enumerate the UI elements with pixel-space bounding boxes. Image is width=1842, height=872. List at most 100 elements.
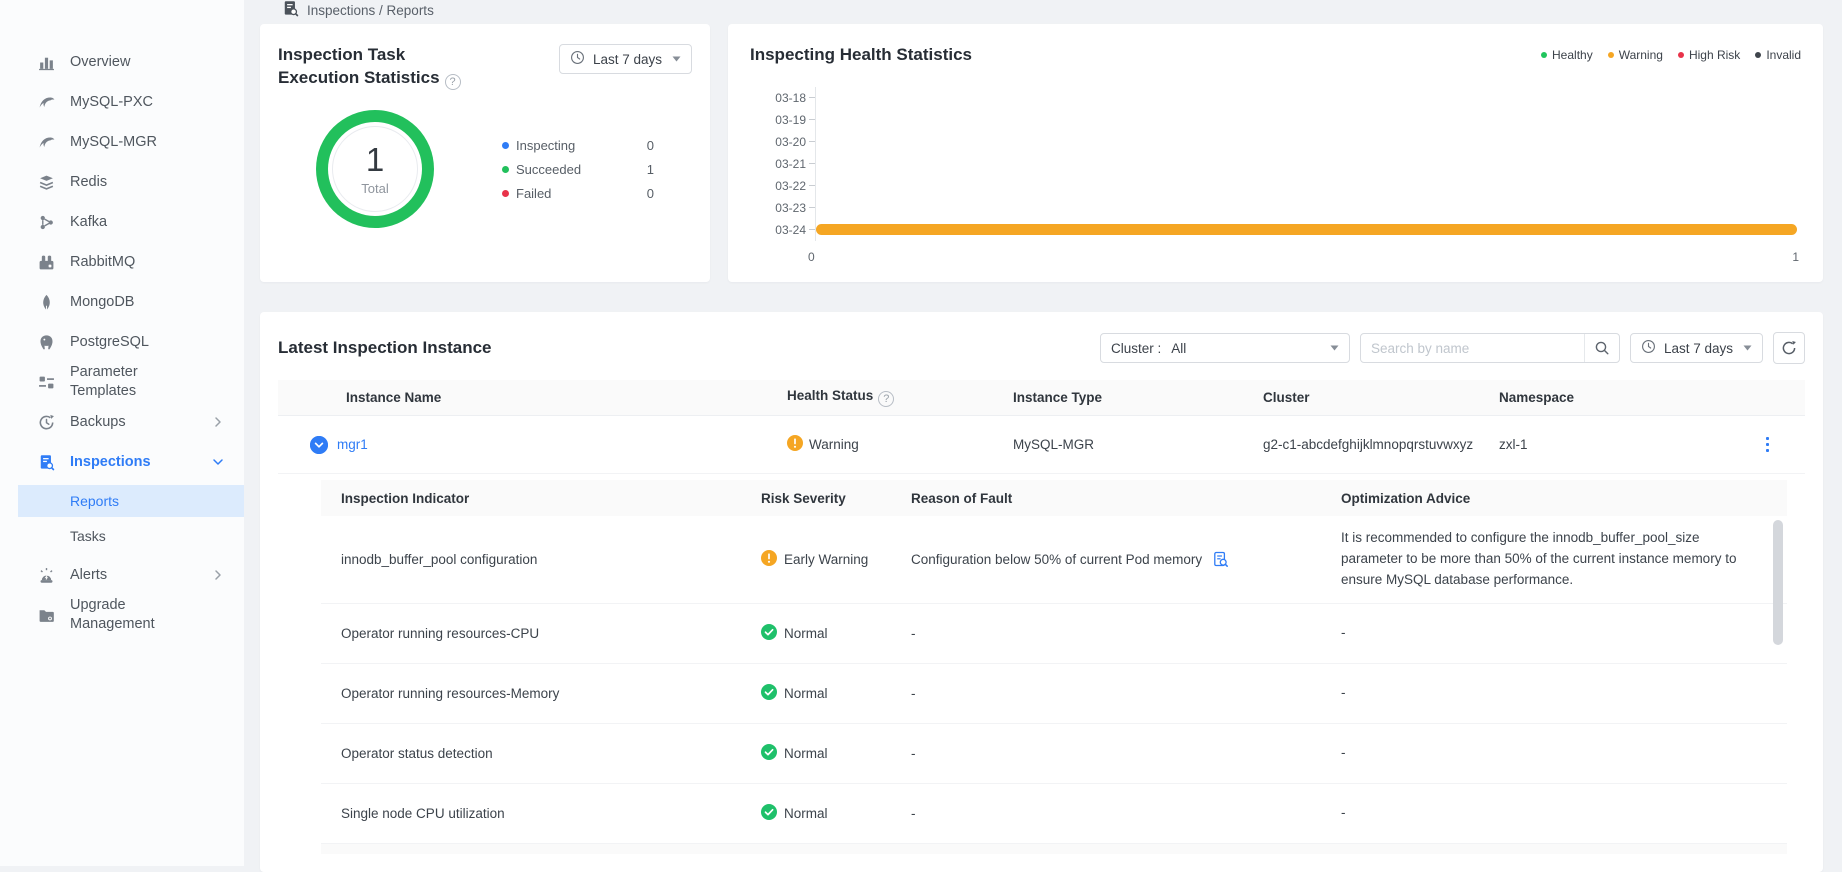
health-legend: Healthy Warning High Risk Invalid (1541, 48, 1801, 62)
table-toolbar: Cluster : All Last 7 days (1099, 332, 1805, 364)
namespace-text: zxl-1 (1499, 437, 1528, 452)
sidebar-item-overview[interactable]: Overview (0, 42, 244, 82)
search-icon[interactable] (1585, 334, 1619, 362)
column-cluster: Cluster (1263, 390, 1310, 405)
chevron-right-icon (212, 416, 224, 428)
legend-item-succeeded: Succeeded 1 (502, 157, 654, 181)
breadcrumb: Inspections / Reports (244, 0, 1842, 20)
sidebar-item-label: Parameter Templates (70, 364, 138, 399)
sidebar-item-upgrade-management[interactable]: Upgrade Management (0, 595, 244, 635)
sidebar-item-redis[interactable]: Redis (0, 162, 244, 202)
warning-status-icon (761, 550, 777, 569)
sidebar-item-postgresql[interactable]: PostgreSQL (0, 322, 244, 362)
column-instance-type: Instance Type (1013, 390, 1103, 405)
chevron-down-icon (212, 456, 224, 468)
sidebar-item-mysql-pxc[interactable]: MySQL-PXC (0, 82, 244, 122)
column-reason-of-fault: Reason of Fault (911, 490, 1013, 506)
rabbit-icon (38, 254, 55, 271)
sidebar-item-label: MongoDB (70, 293, 135, 310)
time-filter-value: Last 7 days (1663, 340, 1733, 356)
warning-status-icon (787, 435, 803, 454)
search-input[interactable] (1360, 340, 1584, 356)
cluster-filter-label: Cluster : (1110, 340, 1162, 356)
legend-dot (1607, 52, 1614, 58)
collapse-row-button[interactable] (310, 435, 328, 454)
x-axis-tick-label: 0 (808, 249, 815, 264)
chart-row-03-20: 03-20 (750, 130, 1801, 153)
column-inspection-indicator: Inspection Indicator (341, 490, 470, 506)
y-axis-tick-label: 03-18 (775, 90, 806, 105)
detail-table-scrollbar-thumb[interactable] (1773, 520, 1783, 645)
sidebar-item-label: Inspections (70, 453, 151, 470)
time-filter-select[interactable]: Last 7 days (1629, 333, 1763, 363)
risk-severity-text: Early Warning (784, 552, 869, 567)
legend-dot (502, 165, 509, 173)
inspection-indicator-text: Operator running resources-Memory (341, 686, 560, 701)
breadcrumb-text: Inspections / Reports (307, 2, 434, 18)
legend-label: Healthy (1552, 48, 1593, 62)
sidebar-item-label: Reports (70, 493, 120, 509)
donut-total-label: Total (361, 180, 389, 196)
sidebar-item-backups[interactable]: Backups (0, 402, 244, 442)
axis-tick (809, 163, 815, 165)
search-box (1359, 333, 1620, 363)
legend-label: Inspecting (516, 137, 576, 153)
y-axis-tick-label: 03-23 (775, 200, 806, 215)
legend-dot (1755, 52, 1762, 58)
health-status-text: Warning (809, 437, 859, 452)
sidebar-item-rabbitmq[interactable]: RabbitMQ (0, 242, 244, 282)
instance-table: Instance Name Health Status Instance Typ… (278, 380, 1805, 854)
sidebar-item-label: MySQL-MGR (70, 133, 157, 150)
sidebar-item-mongodb[interactable]: MongoDB (0, 282, 244, 322)
instance-type-text: MySQL-MGR (1013, 437, 1094, 452)
bar-warning (816, 224, 1797, 236)
help-icon[interactable] (444, 74, 461, 91)
dolphin-icon (38, 94, 55, 111)
view-report-icon[interactable] (1212, 551, 1229, 568)
sidebar-item-inspections[interactable]: Inspections (0, 442, 244, 482)
chevron-down-icon (672, 56, 681, 62)
cluster-filter-select[interactable]: Cluster : All (1099, 333, 1350, 363)
legend-label: Failed (516, 185, 552, 201)
x-axis-tick-label: 1 (1792, 249, 1799, 264)
chevron-down-icon (1330, 345, 1339, 351)
inspection-detail-row: Operator running resources-CPU Normal - - (321, 604, 1787, 664)
leaf-icon (38, 294, 55, 311)
y-axis-tick-label: 03-19 (775, 112, 806, 127)
clock-icon (570, 50, 585, 68)
legend-value: 0 (646, 137, 654, 153)
next-row-partial (321, 844, 1787, 854)
total-donut-chart: 1 Total (316, 110, 434, 229)
optimization-advice-text: - (1341, 745, 1346, 761)
chevron-down-icon (1743, 345, 1752, 351)
axis-tick (809, 229, 815, 231)
main-area: Inspections / Reports Inspection Task Ex… (244, 0, 1842, 872)
sidebar-item-tasks[interactable]: Tasks (18, 520, 244, 552)
elephant-icon (38, 334, 55, 351)
sidebar-item-label: Overview (70, 53, 131, 70)
normal-status-icon (761, 744, 777, 763)
reason-of-fault-text: - (911, 746, 916, 761)
refresh-button[interactable] (1773, 332, 1805, 364)
task-stats-title: Inspection Task Execution Statistics (278, 44, 488, 91)
health-stats-card: Inspecting Health Statistics Healthy Warn… (728, 24, 1823, 282)
instance-name-link[interactable]: mgr1 (337, 437, 368, 452)
dolphin-icon (38, 134, 55, 151)
optimization-advice-text: It is recommended to configure the innod… (1341, 530, 1737, 587)
latest-inspection-title: Latest Inspection Instance (278, 337, 492, 357)
axis-tick (809, 119, 815, 121)
row-actions-menu[interactable] (1762, 433, 1774, 457)
sidebar-item-alerts[interactable]: Alerts (0, 555, 244, 595)
risk-severity-text: Normal (784, 686, 828, 701)
siren-icon (38, 567, 55, 584)
risk-severity-text: Normal (784, 806, 828, 821)
legend-dot (502, 141, 509, 149)
sidebar-item-mysql-mgr[interactable]: MySQL-MGR (0, 122, 244, 162)
help-icon[interactable] (878, 391, 895, 407)
time-filter-select[interactable]: Last 7 days (558, 44, 692, 74)
instance-row: mgr1 Warning MySQL-MGR g2-c1-abcdefghijk… (278, 416, 1805, 474)
sidebar-item-kafka[interactable]: Kafka (0, 202, 244, 242)
sidebar-item-parameter-templates[interactable]: Parameter Templates (0, 362, 244, 402)
sidebar-item-reports[interactable]: Reports (18, 485, 244, 517)
